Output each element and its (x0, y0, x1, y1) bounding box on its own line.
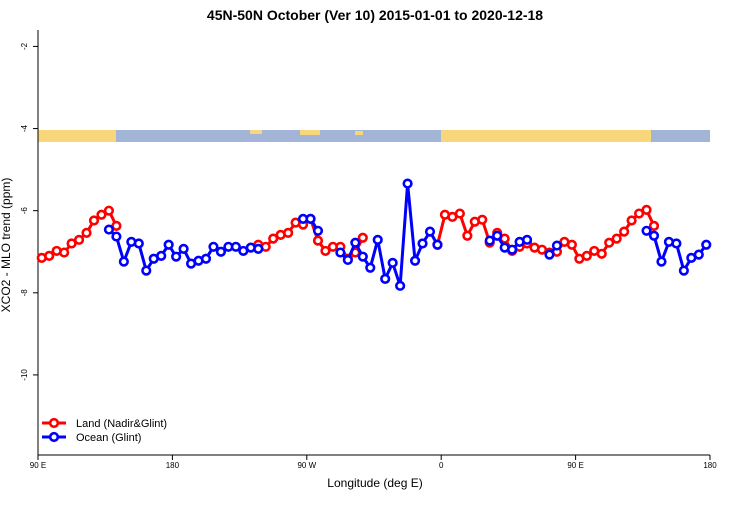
data-point (648, 230, 660, 241)
map-strip (38, 130, 710, 142)
data-point (454, 208, 465, 219)
data-point (44, 250, 55, 261)
data-point (380, 273, 391, 284)
land-strip (38, 130, 116, 142)
data-point (611, 233, 622, 244)
data-point (312, 225, 324, 236)
data-point (409, 255, 421, 266)
data-point (171, 251, 182, 262)
data-point (111, 220, 122, 231)
chart-title: 45N-50N October (Ver 10) 2015-01-01 to 2… (207, 7, 543, 23)
legend-label: Ocean (Glint) (76, 432, 141, 444)
data-point (641, 225, 652, 236)
data-point (103, 224, 115, 235)
land-strip (300, 130, 320, 135)
legend-marker (48, 431, 60, 443)
data-point (492, 230, 503, 241)
data-point (342, 254, 353, 266)
data-point (395, 280, 406, 291)
data-point (208, 241, 219, 252)
data-point (551, 240, 563, 251)
data-point (424, 226, 436, 237)
data-point (357, 232, 368, 243)
data-point (230, 241, 241, 252)
legend-marker (48, 417, 60, 429)
data-point (507, 244, 518, 255)
series (103, 178, 712, 291)
data-point (641, 204, 652, 215)
data-point (656, 256, 667, 267)
data-point (66, 238, 77, 249)
legend: Land (Nadir&Glint) Ocean (Glint) (42, 417, 167, 444)
x-tick-label: 180 (703, 461, 717, 470)
data-point (96, 209, 107, 220)
data-point (350, 237, 361, 248)
land-strip (441, 130, 651, 142)
data-point (604, 237, 615, 248)
y-axis-label: XCO2 - MLO trend (ppm) (0, 178, 13, 313)
data-point (268, 233, 279, 244)
x-tick-label: 0 (439, 461, 444, 470)
y-tick-label: -8 (20, 289, 29, 297)
data-point (596, 248, 607, 259)
data-point (156, 250, 167, 261)
data-point (357, 251, 368, 262)
x-tick-label: 90 E (30, 461, 46, 470)
data-point (633, 208, 645, 219)
data-point (118, 256, 129, 267)
data-point (141, 265, 152, 276)
data-point (626, 215, 637, 226)
data-point (693, 249, 704, 260)
data-point (566, 239, 577, 250)
data-point (320, 245, 331, 257)
data-point (671, 238, 682, 249)
data-point (678, 265, 689, 276)
legend-label: Land (Nadir&Glint) (76, 418, 167, 430)
data-point (335, 247, 346, 258)
data-point (619, 226, 630, 237)
data-point (103, 205, 115, 216)
data-point (312, 235, 324, 246)
y-tick-label: -4 (20, 124, 29, 132)
data-point (81, 227, 92, 238)
data-point (432, 239, 443, 250)
data-point (111, 231, 122, 242)
data-point (402, 178, 413, 189)
data-point (417, 238, 428, 249)
data-point (283, 227, 294, 238)
data-point (484, 235, 495, 246)
data-point (200, 253, 212, 264)
y-tick-label: -2 (20, 42, 29, 50)
y-tick-label: -6 (20, 207, 29, 215)
y-tick-label: -10 (20, 369, 29, 381)
data-point (701, 239, 712, 250)
data-point (581, 250, 592, 261)
data-point (372, 234, 383, 245)
data-point (477, 214, 488, 225)
data-point (387, 257, 398, 268)
land-strip (250, 130, 262, 134)
x-tick-label: 90 E (567, 461, 583, 470)
data-point (462, 230, 473, 241)
data-point (544, 249, 555, 260)
data-point (305, 213, 316, 224)
data-point (215, 246, 227, 257)
x-tick-label: 180 (166, 461, 180, 470)
land-strip (355, 131, 363, 135)
data-point (73, 234, 85, 245)
data-point (178, 243, 189, 254)
data-point (88, 215, 100, 226)
data-point (365, 262, 376, 273)
data-point (163, 239, 174, 250)
data-point (133, 238, 144, 249)
data-point (648, 220, 660, 231)
data-point (521, 234, 533, 245)
data-point (253, 243, 264, 254)
x-tick-label: 90 W (297, 461, 316, 470)
data-point (59, 247, 70, 258)
x-axis-label: Longitude (deg E) (327, 476, 422, 490)
